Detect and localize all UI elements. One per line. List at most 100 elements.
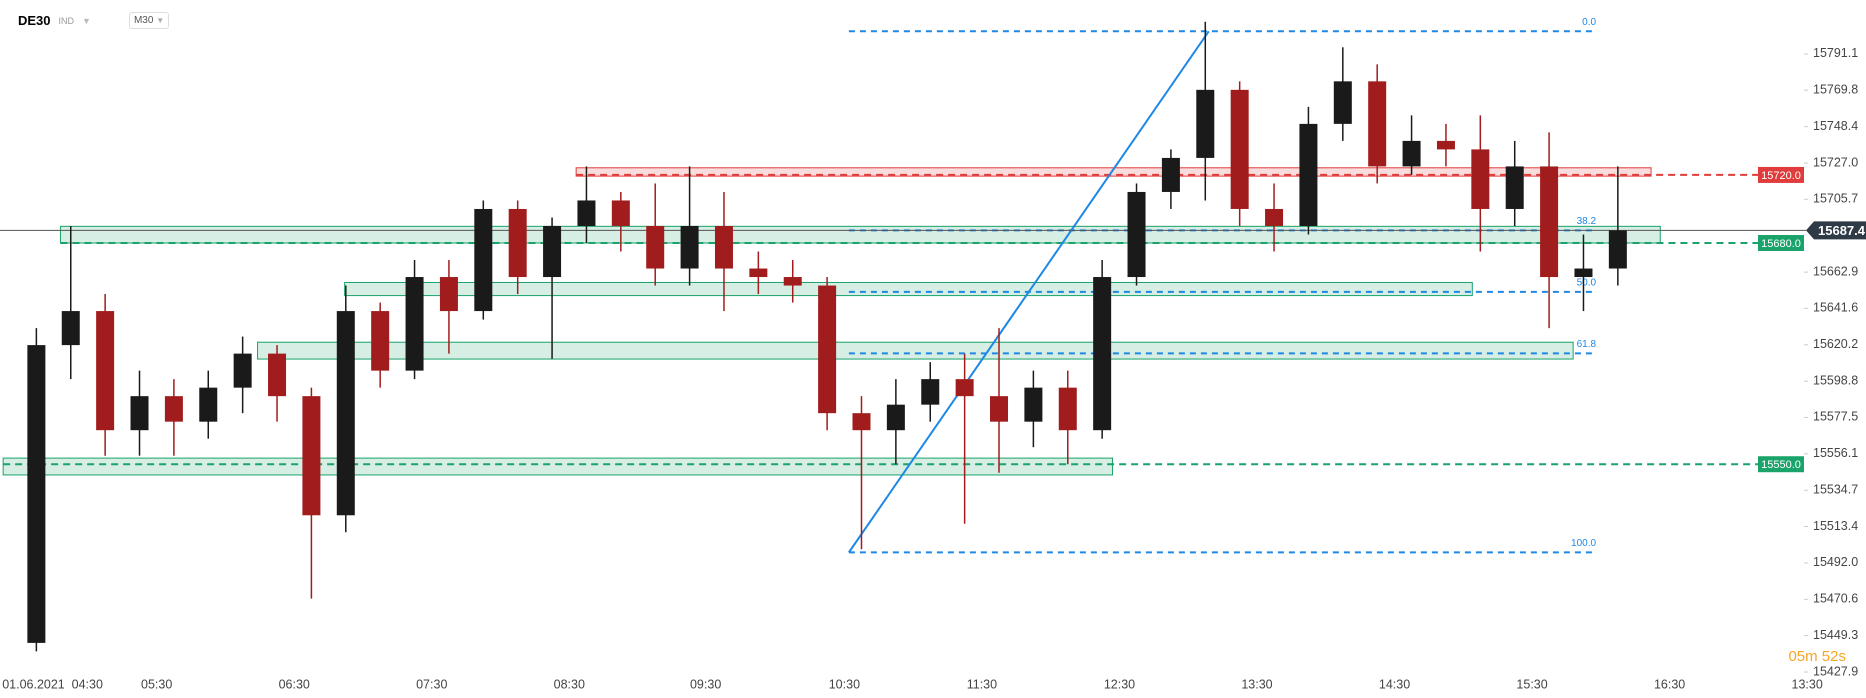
- x-tick-label: 13:30: [1241, 677, 1272, 691]
- candle-body: [130, 396, 149, 431]
- timeframe: M30: [133, 15, 154, 26]
- candle-body: [680, 225, 699, 269]
- fib-label: 38.2: [1577, 216, 1597, 227]
- zone: [344, 281, 1473, 297]
- candle-body: [1024, 387, 1043, 422]
- candle-body: [164, 396, 183, 422]
- candle-body: [577, 200, 596, 226]
- last-price-label: 15687.4: [1818, 223, 1866, 238]
- x-tick-label: 16:30: [1654, 677, 1685, 691]
- level-label: 15720.0: [1761, 170, 1801, 182]
- candle-body: [1093, 277, 1112, 431]
- candle-body: [61, 311, 80, 346]
- candle-body: [1127, 191, 1146, 278]
- candle-body: [990, 396, 1009, 422]
- fib-label: 61.8: [1577, 339, 1597, 350]
- candle-body: [1505, 166, 1524, 209]
- y-tick-label: 15598.8: [1813, 373, 1858, 387]
- x-tick-label: 10:30: [829, 677, 860, 691]
- candle-body: [783, 277, 802, 286]
- candle-body: [852, 413, 871, 431]
- candle-body: [1471, 149, 1490, 209]
- countdown: 05m 52s: [1788, 648, 1846, 665]
- y-tick-label: 15641.6: [1813, 301, 1858, 315]
- y-tick-label: 15662.9: [1813, 264, 1858, 278]
- y-tick-label: 15727.0: [1813, 155, 1858, 169]
- candle-body: [439, 277, 458, 312]
- x-tick-label: 01.06.2021: [2, 677, 65, 691]
- header: DE30 IND ▼ M30 ▼: [18, 12, 170, 29]
- candle-body: [96, 311, 115, 431]
- y-tick-label: 15427.9: [1813, 664, 1858, 678]
- y-tick-label: 15577.5: [1813, 410, 1858, 424]
- x-tick-label: 05:30: [141, 677, 172, 691]
- level-tag: [1758, 166, 1804, 183]
- candle-body: [749, 268, 768, 278]
- level-label: 15680.0: [1761, 238, 1801, 250]
- y-tick-label: 15449.3: [1813, 628, 1858, 642]
- candle-body: [1402, 140, 1421, 167]
- candle-body: [921, 379, 940, 405]
- candle-body: [1368, 81, 1387, 167]
- x-tick-label: 04:30: [72, 677, 103, 691]
- candle-body: [646, 225, 665, 269]
- x-tick-label: 11:30: [967, 677, 997, 691]
- y-tick-label: 15791.1: [1813, 46, 1858, 60]
- candle-body: [611, 200, 630, 226]
- candle-body: [1574, 268, 1593, 278]
- candle-body: [1265, 208, 1284, 226]
- candle-body: [1196, 89, 1215, 158]
- candle-body: [543, 225, 562, 278]
- fib-label: 50.0: [1577, 277, 1597, 288]
- x-tick-label: 08:30: [554, 677, 585, 691]
- candle-body: [199, 387, 218, 422]
- candle-body: [1436, 140, 1455, 150]
- timeframe-button[interactable]: M30 ▼: [128, 12, 170, 29]
- candle-body: [1230, 89, 1249, 209]
- x-tick-label: 06:30: [279, 677, 310, 691]
- level-tag: [1758, 235, 1804, 252]
- candle-body: [474, 208, 493, 312]
- y-tick-label: 15748.4: [1813, 119, 1858, 133]
- candle-body: [714, 225, 733, 269]
- candle-body: [886, 404, 905, 431]
- dropdown-caret[interactable]: ▼: [82, 15, 91, 26]
- candle-body: [1161, 157, 1180, 192]
- candle-body: [233, 353, 252, 388]
- candle-body: [336, 311, 355, 516]
- candle-body: [508, 208, 527, 278]
- candle-body: [818, 285, 837, 414]
- candle-body: [1299, 123, 1318, 226]
- candle-body: [371, 311, 390, 371]
- level-label: 15550.0: [1761, 459, 1801, 471]
- y-tick-label: 15492.0: [1813, 555, 1858, 569]
- y-tick-label: 15769.8: [1813, 82, 1858, 96]
- x-tick-label: 13:30: [1792, 677, 1823, 691]
- candle-body: [1540, 166, 1559, 278]
- x-tick-label: 07:30: [416, 677, 447, 691]
- candle-body: [268, 353, 287, 397]
- y-tick-label: 15705.7: [1813, 192, 1858, 206]
- symbol: DE30: [18, 13, 51, 28]
- x-tick-label: 09:30: [690, 677, 721, 691]
- y-tick-label: 15556.1: [1813, 446, 1858, 460]
- zone: [59, 225, 1661, 244]
- zone: [257, 341, 1574, 360]
- candle-body: [1058, 387, 1077, 431]
- y-tick-label: 15513.4: [1813, 519, 1858, 533]
- x-tick-label: 12:30: [1104, 677, 1135, 691]
- x-tick-label: 15:30: [1516, 677, 1547, 691]
- y-tick-label: 15534.7: [1813, 483, 1858, 497]
- y-tick-label: 15470.6: [1813, 592, 1858, 606]
- candle-body: [302, 396, 321, 516]
- x-tick-label: 14:30: [1379, 677, 1410, 691]
- badge: IND: [58, 15, 75, 26]
- zone: [2, 457, 1113, 476]
- last-price-tag: [1806, 221, 1866, 240]
- candle-body: [27, 345, 46, 643]
- y-tick-label: 15620.2: [1813, 337, 1858, 351]
- level-tag: [1758, 456, 1804, 473]
- fib-label: 100.0: [1571, 538, 1596, 549]
